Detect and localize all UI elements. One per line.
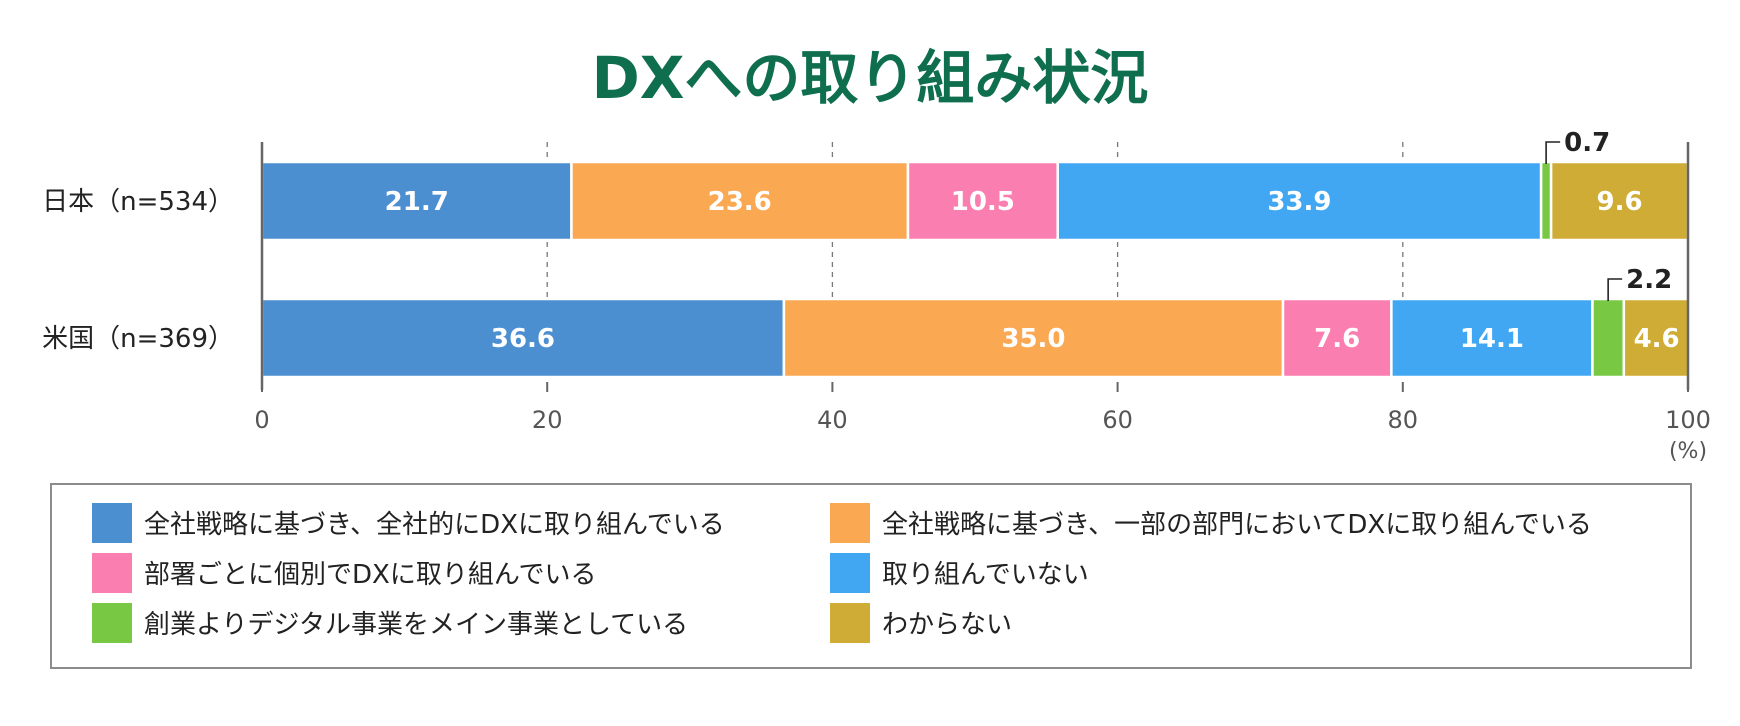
legend-label-5: わからない [882,610,1012,640]
bar-value-label-1-1: 35.0 [1001,324,1065,354]
callout-leader-1-4 [1607,278,1623,301]
bars-layer: 日本（n=534） 21.7 23.6 10.5 33.9 0.7 9.6 米国（n=369）… [42,128,1691,379]
bar-segment-0-5 [1549,160,1690,242]
tick-label-20: 20 [532,406,563,434]
legend-label-4: 創業よりデジタル事業をメイン事業としている [144,610,688,640]
callout-label-0-4: 0.7 [1564,128,1610,158]
bar-segment-0-1 [570,160,910,242]
legend-label-3: 取り組んでいない [882,560,1089,590]
bar-value-label-1-0: 36.6 [491,324,555,354]
tick-label-40: 40 [817,406,848,434]
axis-unit-label: (%) [1669,439,1707,464]
chart-title: DXへの取り組み状況 [592,44,1149,112]
bar-segment-1-1 [782,297,1285,379]
bar-segment-0-4 [1539,160,1553,242]
legend-label-0: 全社戦略に基づき、全社的にDXに取り組んでいる [144,510,725,540]
bar-segment-1-4 [1591,297,1626,379]
bar-segment-0-2 [906,160,1059,242]
tick-label-60: 60 [1102,406,1133,434]
callout-label-1-4: 2.2 [1626,265,1672,295]
axis-layer: 0 20 40 60 80 100 (%) [254,142,1711,464]
tick-label-100: 100 [1665,406,1711,434]
tick-label-80: 80 [1388,406,1419,434]
legend-label-2: 部署ごとに個別でDXに取り組んでいる [144,560,597,590]
bar-value-label-1-2: 7.6 [1314,324,1360,354]
bar-segment-1-5 [1622,297,1691,379]
bar-segment-1-0 [260,297,786,379]
legend-swatch-5 [830,603,870,643]
callout-leader-0-4 [1545,141,1561,164]
bar-value-label-0-2: 10.5 [951,187,1015,217]
row-label-0: 日本（n=534） [42,187,234,217]
bar-value-label-0-1: 23.6 [708,187,772,217]
bar-value-label-1-3: 14.1 [1460,324,1524,354]
bar-value-label-0-3: 33.9 [1267,187,1331,217]
tick-label-0: 0 [254,406,269,434]
bar-segment-0-3 [1056,160,1543,242]
bar-segment-0-0 [260,160,573,242]
row-label-1: 米国（n=369） [42,324,234,354]
legend-label-1: 全社戦略に基づき、一部の部門においてDXに取り組んでいる [882,510,1592,540]
bar-value-label-0-5: 9.6 [1597,187,1643,217]
legend-swatch-4 [92,603,132,643]
legend-swatch-0 [92,503,132,543]
legend-swatch-2 [92,553,132,593]
legend-box [50,483,1692,669]
legend-layer: 全社戦略に基づき、全社的にDXに取り組んでいる 全社戦略に基づき、一部の部門におい… [50,483,1692,669]
bar-value-label-0-0: 21.7 [385,187,449,217]
legend-swatch-1 [830,503,870,543]
legend-swatch-3 [830,553,870,593]
bar-value-label-1-5: 4.6 [1634,324,1680,354]
